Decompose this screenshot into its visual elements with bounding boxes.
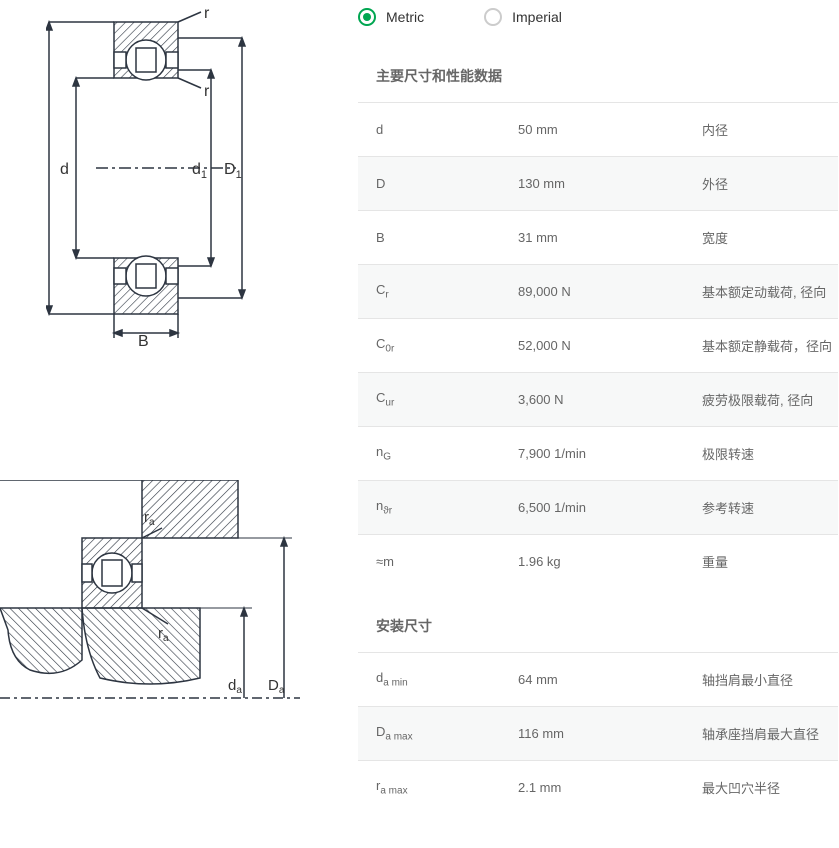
- metric-label: Metric: [386, 9, 424, 25]
- spec-description: 疲劳极限载荷, 径向: [702, 390, 838, 409]
- spec-value: 1.96 kg: [518, 554, 702, 569]
- spec-row: da min64 mm轴挡肩最小直径: [358, 652, 838, 706]
- bearing-cross-section-diagram: r r D d d1 D1 B: [46, 8, 306, 348]
- spec-row: C0r52,000 N基本额定静载荷，径向: [358, 318, 838, 372]
- spec-value: 89,000 N: [518, 284, 702, 299]
- spec-row: D130 mm外径: [358, 156, 838, 210]
- spec-description: 极限转速: [702, 444, 838, 463]
- spec-row: ra max2.1 mm最大凹穴半径: [358, 760, 838, 814]
- spec-symbol: Cr: [376, 282, 518, 301]
- spec-row: ≈m1.96 kg重量: [358, 534, 838, 588]
- spec-value: 31 mm: [518, 230, 702, 245]
- spec-value: 64 mm: [518, 672, 702, 687]
- spec-symbol: d: [376, 122, 518, 137]
- spec-description: 内径: [702, 120, 838, 139]
- spec-description: 轴挡肩最小直径: [702, 670, 838, 689]
- radio-icon: [358, 8, 376, 26]
- imperial-radio[interactable]: Imperial: [484, 8, 562, 26]
- section-title: 安装尺寸: [358, 588, 838, 652]
- spec-symbol: B: [376, 230, 518, 245]
- spec-table: da min64 mm轴挡肩最小直径Da max116 mm轴承座挡肩最大直径r…: [358, 652, 838, 814]
- spec-description: 基本额定动载荷, 径向: [702, 282, 838, 301]
- spec-symbol: nϑr: [376, 498, 518, 517]
- spec-value: 52,000 N: [518, 338, 702, 353]
- label-da: da: [228, 677, 242, 696]
- label-r-top: r: [204, 8, 210, 22]
- mounting-diagram: ra ra da Da: [0, 480, 310, 730]
- label-r-mid: r: [204, 83, 210, 100]
- spec-symbol: nG: [376, 444, 518, 463]
- spec-symbol: C0r: [376, 336, 518, 355]
- main-dims-section: 主要尺寸和性能数据 d50 mm内径D130 mm外径B31 mm宽度Cr89,…: [358, 38, 838, 588]
- label-Da: Da: [268, 677, 285, 696]
- spec-description: 轴承座挡肩最大直径: [702, 724, 838, 743]
- spec-table: d50 mm内径D130 mm外径B31 mm宽度Cr89,000 N基本额定动…: [358, 102, 838, 588]
- spec-row: Cur3,600 N疲劳极限载荷, 径向: [358, 372, 838, 426]
- spec-symbol: Da max: [376, 724, 518, 743]
- spec-description: 参考转速: [702, 498, 838, 517]
- spec-value: 3,600 N: [518, 392, 702, 407]
- spec-row: nG7,900 1/min极限转速: [358, 426, 838, 480]
- spec-value: 50 mm: [518, 122, 702, 137]
- spec-row: Cr89,000 N基本额定动载荷, 径向: [358, 264, 838, 318]
- label-D1: D1: [224, 161, 242, 181]
- spec-description: 最大凹穴半径: [702, 778, 838, 797]
- spec-row: B31 mm宽度: [358, 210, 838, 264]
- label-B: B: [138, 333, 149, 348]
- spec-value: 130 mm: [518, 176, 702, 191]
- spec-symbol: da min: [376, 670, 518, 689]
- spec-description: 外径: [702, 174, 838, 193]
- label-d1: d1: [192, 161, 207, 181]
- spec-symbol: ra max: [376, 778, 518, 797]
- spec-symbol: Cur: [376, 390, 518, 409]
- spec-description: 宽度: [702, 228, 838, 247]
- spec-value: 7,900 1/min: [518, 446, 702, 461]
- spec-symbol: D: [376, 176, 518, 191]
- spec-description: 基本额定静载荷，径向: [702, 336, 838, 355]
- mounting-dims-section: 安装尺寸 da min64 mm轴挡肩最小直径Da max116 mm轴承座挡肩…: [358, 588, 838, 814]
- metric-radio[interactable]: Metric: [358, 8, 424, 26]
- spec-value: 6,500 1/min: [518, 500, 702, 515]
- spec-symbol: ≈m: [376, 554, 518, 569]
- unit-selector: Metric Imperial: [358, 0, 838, 38]
- label-d: d: [60, 161, 69, 178]
- spec-row: d50 mm内径: [358, 102, 838, 156]
- radio-icon: [484, 8, 502, 26]
- section-title: 主要尺寸和性能数据: [358, 38, 838, 102]
- spec-value: 116 mm: [518, 726, 702, 741]
- spec-description: 重量: [702, 552, 838, 571]
- spec-row: Da max116 mm轴承座挡肩最大直径: [358, 706, 838, 760]
- spec-value: 2.1 mm: [518, 780, 702, 795]
- imperial-label: Imperial: [512, 9, 562, 25]
- spec-row: nϑr6,500 1/min参考转速: [358, 480, 838, 534]
